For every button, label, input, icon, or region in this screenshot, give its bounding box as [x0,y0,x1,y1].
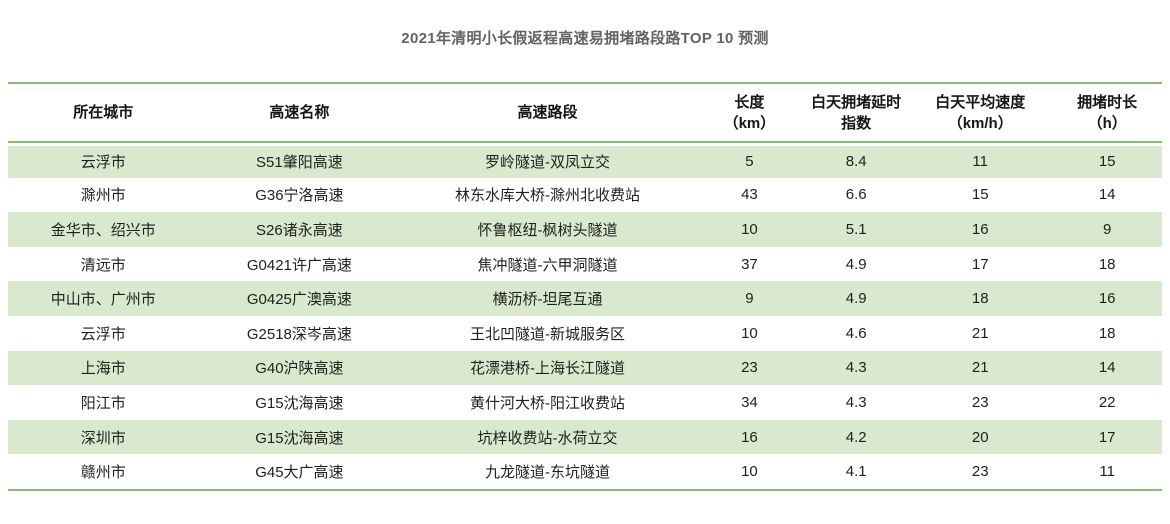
cell-delay-index: 6.6 [804,177,909,213]
cell-avg-speed: 18 [908,281,1053,316]
cell-avg-speed: 17 [908,246,1053,282]
cell-highway-name: G15沈海高速 [198,419,401,455]
cell-avg-speed: 21 [908,315,1053,351]
congestion-top10-table: 所在城市 高速名称 高速路段 长度 （km） 白天拥堵延时 指数 白天平均速度 … [8,82,1162,491]
header-row: 所在城市 高速名称 高速路段 长度 （km） 白天拥堵延时 指数 白天平均速度 … [8,84,1162,143]
cell-highway-name: S26诸永高速 [198,212,401,247]
table-header: 所在城市 高速名称 高速路段 长度 （km） 白天拥堵延时 指数 白天平均速度 … [8,84,1162,143]
cell-highway-section: 焦冲隧道-六甲洞隧道 [400,246,695,282]
cell-highway-section: 横沥桥-坦尾互通 [400,281,695,316]
cell-city: 深圳市 [8,419,199,455]
cell-length: 23 [694,350,805,386]
cell-congestion-hours: 18 [1052,315,1162,351]
cell-delay-index: 5.1 [804,212,909,247]
cell-highway-section: 王北凹隧道-新城服务区 [400,315,695,351]
cell-highway-name: S51肇阳高速 [198,143,401,178]
table-row: 上海市 G40沪陕高速 花漂港桥-上海长江隧道 23 4.3 21 14 [8,350,1162,386]
cell-highway-section: 九龙隧道-东坑隧道 [400,454,695,489]
cell-avg-speed: 11 [908,143,1053,178]
table-row: 深圳市 G15沈海高速 坑梓收费站-水荷立交 16 4.2 20 17 [8,419,1162,455]
col-header-highway-section: 高速路段 [400,84,695,143]
cell-delay-index: 4.3 [804,385,909,420]
col-header-city: 所在城市 [8,84,199,143]
cell-length: 43 [694,177,805,213]
cell-length: 37 [694,246,805,282]
cell-avg-speed: 16 [908,212,1053,247]
cell-city: 云浮市 [8,143,199,178]
cell-highway-section: 林东水库大桥-滁州北收费站 [400,177,695,213]
cell-congestion-hours: 18 [1052,246,1162,282]
cell-delay-index: 4.2 [804,419,909,455]
cell-length: 5 [694,143,805,178]
cell-city: 阳江市 [8,385,199,420]
cell-congestion-hours: 14 [1052,350,1162,386]
cell-avg-speed: 20 [908,419,1053,455]
cell-congestion-hours: 15 [1052,143,1162,178]
table-row: 赣州市 G45大广高速 九龙隧道-东坑隧道 10 4.1 23 11 [8,454,1162,489]
cell-length: 9 [694,281,805,316]
table-row: 云浮市 S51肇阳高速 罗岭隧道-双凤立交 5 8.4 11 15 [8,143,1162,178]
cell-delay-index: 4.6 [804,315,909,351]
cell-highway-name: G15沈海高速 [198,385,401,420]
cell-delay-index: 4.9 [804,281,909,316]
col-header-highway-name: 高速名称 [198,84,401,143]
cell-city: 金华市、绍兴市 [8,212,199,247]
cell-delay-index: 4.9 [804,246,909,282]
table-row: 中山市、广州市 G0425广澳高速 横沥桥-坦尾互通 9 4.9 18 16 [8,281,1162,316]
cell-congestion-hours: 17 [1052,419,1162,455]
cell-highway-section: 罗岭隧道-双凤立交 [400,143,695,178]
cell-highway-name: G2518深岑高速 [198,315,401,351]
cell-highway-name: G45大广高速 [198,454,401,489]
cell-highway-name: G0421许广高速 [198,246,401,282]
cell-congestion-hours: 14 [1052,177,1162,213]
table-row: 阳江市 G15沈海高速 黄什河大桥-阳江收费站 34 4.3 23 22 [8,385,1162,420]
cell-highway-name: G36宁洛高速 [198,177,401,213]
cell-delay-index: 8.4 [804,143,909,178]
col-header-length-km: 长度 （km） [694,84,805,143]
cell-avg-speed: 21 [908,350,1053,386]
cell-congestion-hours: 16 [1052,281,1162,316]
cell-length: 10 [694,454,805,489]
cell-highway-section: 怀鲁枢纽-枫树头隧道 [400,212,695,247]
cell-delay-index: 4.1 [804,454,909,489]
cell-city: 上海市 [8,350,199,386]
cell-congestion-hours: 9 [1052,212,1162,247]
cell-congestion-hours: 22 [1052,385,1162,420]
cell-length: 10 [694,315,805,351]
cell-highway-name: G40沪陕高速 [198,350,401,386]
col-header-daytime-avg-speed: 白天平均速度 （km/h） [908,84,1053,143]
col-header-congestion-duration: 拥堵时长 （h） [1052,84,1162,143]
cell-avg-speed: 23 [908,385,1053,420]
cell-length: 34 [694,385,805,420]
cell-length: 10 [694,212,805,247]
table-row: 滁州市 G36宁洛高速 林东水库大桥-滁州北收费站 43 6.6 15 14 [8,177,1162,213]
cell-avg-speed: 15 [908,177,1053,213]
cell-length: 16 [694,419,805,455]
cell-city: 云浮市 [8,315,199,351]
cell-highway-section: 坑梓收费站-水荷立交 [400,419,695,455]
table-row: 金华市、绍兴市 S26诸永高速 怀鲁枢纽-枫树头隧道 10 5.1 16 9 [8,212,1162,247]
table-row: 云浮市 G2518深岑高速 王北凹隧道-新城服务区 10 4.6 21 18 [8,315,1162,351]
cell-city: 赣州市 [8,454,199,489]
cell-city: 中山市、广州市 [8,281,199,316]
cell-congestion-hours: 11 [1052,454,1162,489]
cell-avg-speed: 23 [908,454,1053,489]
table-row: 清远市 G0421许广高速 焦冲隧道-六甲洞隧道 37 4.9 17 18 [8,246,1162,282]
cell-city: 清远市 [8,246,199,282]
table-body: 云浮市 S51肇阳高速 罗岭隧道-双凤立交 5 8.4 11 15 滁州市 G3… [8,143,1162,489]
page-title: 2021年清明小长假返程高速易拥堵路段路TOP 10 预测 [401,30,769,47]
cell-delay-index: 4.3 [804,350,909,386]
cell-city: 滁州市 [8,177,199,213]
col-header-daytime-delay-index: 白天拥堵延时 指数 [804,84,909,143]
cell-highway-name: G0425广澳高速 [198,281,401,316]
cell-highway-section: 黄什河大桥-阳江收费站 [400,385,695,420]
cell-highway-section: 花漂港桥-上海长江隧道 [400,350,695,386]
